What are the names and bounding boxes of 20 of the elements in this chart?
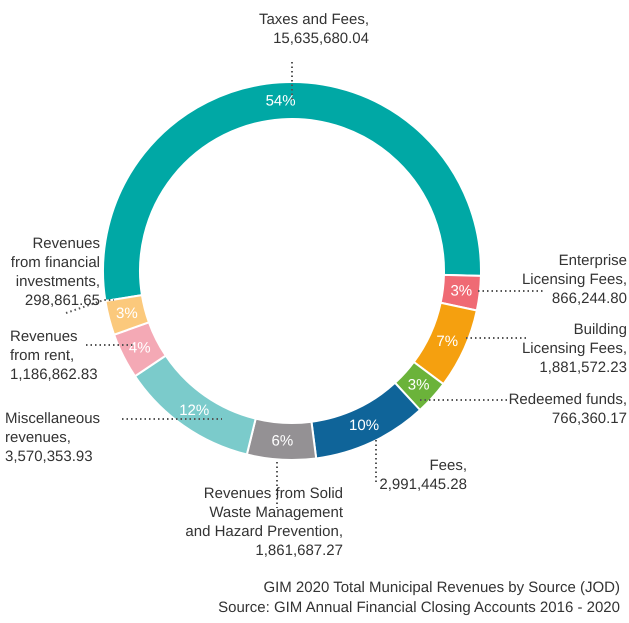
slice-label: Revenues from financial investments, 298,861.65 <box>10 235 100 309</box>
slice-label: Building Licensing Fees, 1,881,572.23 <box>522 321 627 376</box>
slice-label: Redeemed funds, 766,360.17 <box>508 391 627 427</box>
data-label: 3% <box>408 376 430 394</box>
slice-label: Taxes and Fees, 15,635,680.04 <box>258 11 369 47</box>
data-label: 7% <box>436 332 458 350</box>
slice-label: Revenues from Solid Waste Management and Hazard Prevention, 1,861,687.27 <box>185 485 344 559</box>
source-note: Source: GIM Annual Financial Closing Accounts 2016 - 2020 <box>218 599 620 616</box>
data-label: 10% <box>349 417 380 434</box>
data-label: 3% <box>450 282 472 300</box>
slice-label: Revenues from rent, 1,186,862.83 <box>10 328 98 383</box>
data-label: 3% <box>116 304 138 322</box>
slice-label: Miscellaneous revenues, 3,570,353.93 <box>5 410 100 465</box>
slice-label: Fees, 2,991,445.28 <box>379 457 467 493</box>
data-label: 4% <box>128 339 151 356</box>
slice-label: Enterprise Licensing Fees, 866,244.80 <box>522 252 627 307</box>
data-label: 6% <box>272 432 294 450</box>
data-label: 12% <box>179 402 210 420</box>
text: GIM 2020 Total Municipal Revenues by Source (JOD) <box>263 579 620 596</box>
data-label: 54% <box>266 92 296 110</box>
